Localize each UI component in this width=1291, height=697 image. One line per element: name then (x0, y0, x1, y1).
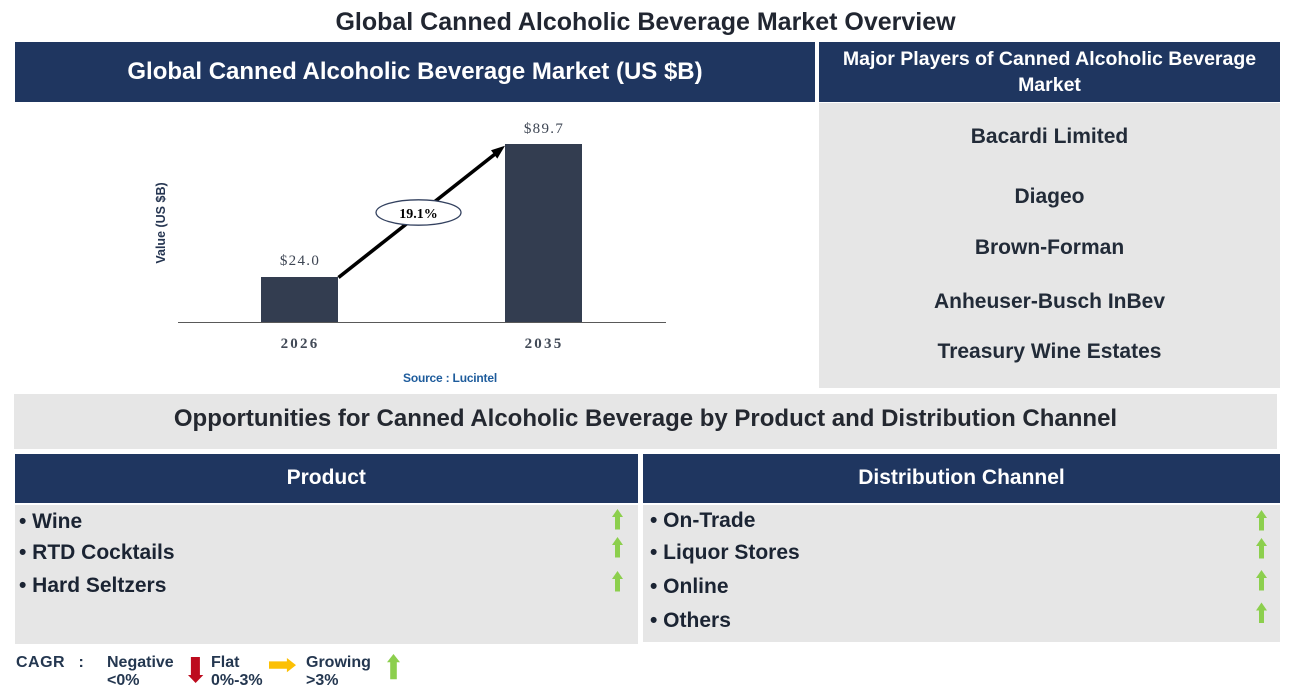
svg-text:19.1%: 19.1% (399, 207, 438, 222)
